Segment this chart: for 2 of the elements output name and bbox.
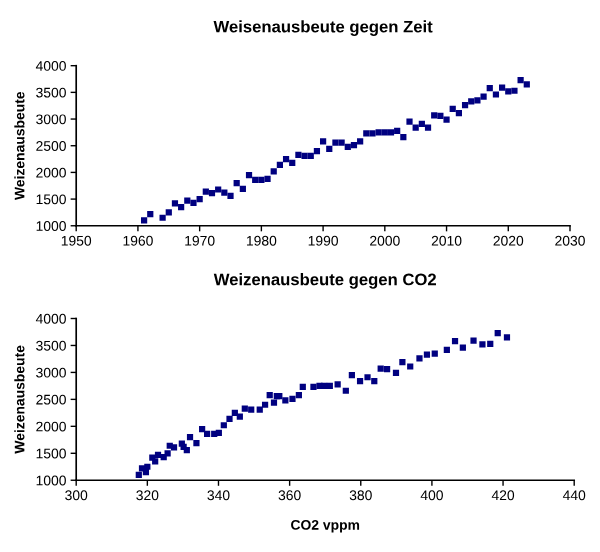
chart-title: Weizenausbeute gegen CO2 xyxy=(213,273,436,289)
chart-title: Weisenausbeute gegen Zeit xyxy=(213,20,433,36)
